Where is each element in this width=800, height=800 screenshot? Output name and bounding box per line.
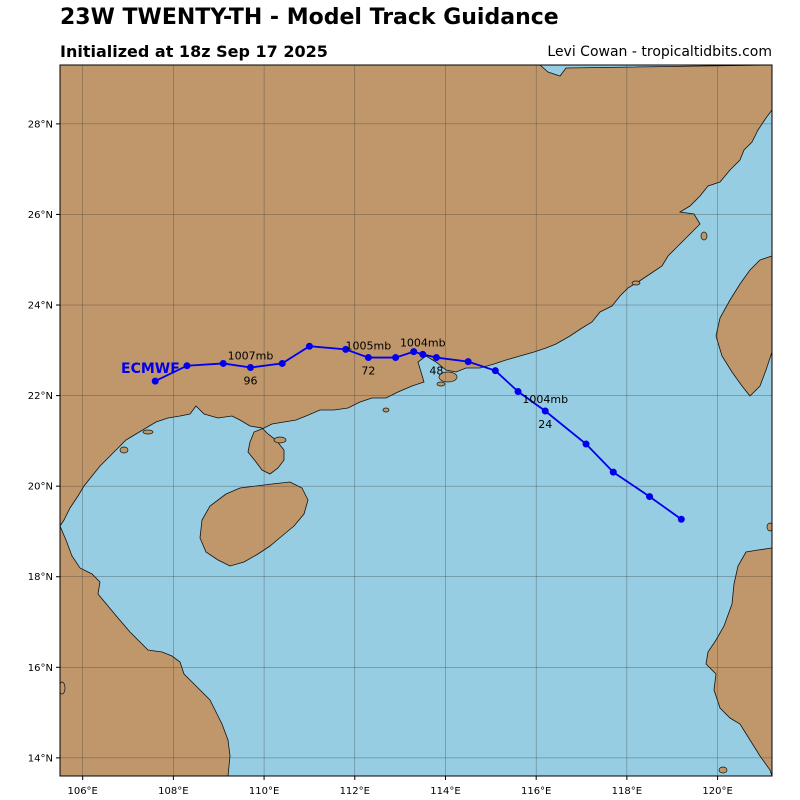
track-point [183,362,191,370]
island [273,436,287,444]
lat-tick-label: 18°N [28,572,53,583]
lat-tick-label: 22°N [28,391,53,402]
track-point [305,342,313,350]
track-point [491,367,499,375]
lat-tick-label: 14°N [28,753,53,764]
pressure-label: 1005mb [346,340,392,353]
island [766,522,772,532]
lon-tick-label: 114°E [430,786,460,797]
track-point [364,354,372,362]
taiwan-island [715,255,772,397]
map-title: 23W TWENTY-TH - Model Track Guidance [60,5,559,30]
track-point [342,345,350,353]
lon-tick-label: 116°E [521,786,551,797]
lon-tick-label: 106°E [67,786,97,797]
gridlines [60,65,772,776]
lat-tick-label: 28°N [28,119,53,130]
track-point [646,493,654,501]
lon-tick-label: 120°E [702,786,732,797]
forecast-hour-label: 48 [429,365,443,378]
lon-tick-label: 110°E [249,786,279,797]
pressure-label: 1004mb [400,336,446,349]
island [60,681,66,695]
model-label-ecmwf: ECMWF [121,361,180,377]
island [382,407,390,413]
island [438,371,458,383]
track-point [677,515,685,523]
track-point [464,358,472,366]
island [436,381,446,387]
island [700,231,708,241]
lon-tick-label: 108°E [158,786,188,797]
track-point [410,348,418,356]
forecast-hour-label: 72 [361,365,375,378]
forecast-hour-label: 24 [538,418,552,431]
mainland-china [60,65,772,527]
lat-tick-label: 16°N [28,663,53,674]
pressure-label: 1007mb [228,350,274,363]
track-point [609,468,617,476]
lat-tick-label: 24°N [28,301,53,312]
forecast-hour-label: 96 [243,375,257,388]
credit: Levi Cowan - tropicaltidbits.com [547,44,772,60]
track-point [151,377,159,385]
luzon-island [705,547,772,776]
track-point [582,440,590,448]
track-point [419,350,427,358]
island [718,766,728,774]
track-point [432,354,440,362]
init-time: Initialized at 18z Sep 17 2025 [60,42,328,61]
axis-ticks: 106°E 108°E 110°E 112°E 114°E 116°E 118°E 120°E… [28,119,733,797]
island [142,429,154,435]
track-point [514,388,522,396]
track-point [541,407,549,415]
vietnam-coast [60,525,231,776]
lat-tick-label: 26°N [28,210,53,221]
hainan-island [199,481,309,567]
track-line [154,345,682,520]
pressure-label: 1004mb [522,393,568,406]
island [631,280,641,286]
track-point [219,359,227,367]
island [119,446,129,454]
track-point [246,364,254,372]
track-point [392,354,400,362]
lat-tick-label: 20°N [28,482,53,493]
track-point [278,359,286,367]
ecmwf-track: 24 48 72 96 1004mb 1004mb 1005mb 1007mb [151,336,685,523]
lon-tick-label: 112°E [340,786,370,797]
lon-tick-label: 118°E [612,786,642,797]
map-frame [59,64,773,777]
